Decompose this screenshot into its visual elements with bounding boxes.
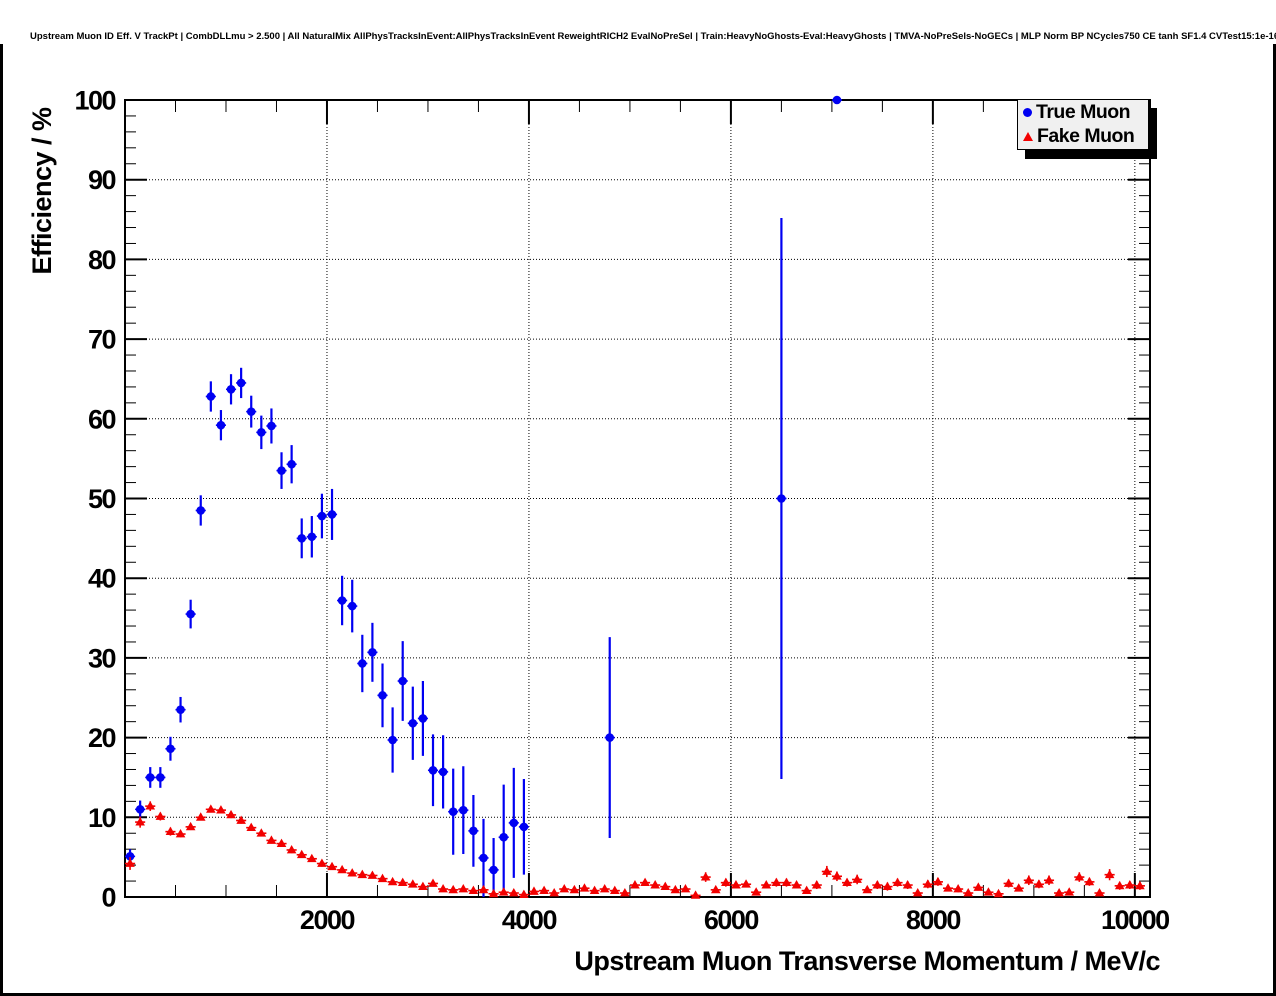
y-axis-title: Efficiency / % xyxy=(27,107,57,275)
svg-text:90: 90 xyxy=(88,165,116,195)
svg-text:60: 60 xyxy=(88,404,116,434)
svg-text:0: 0 xyxy=(101,883,115,913)
svg-text:50: 50 xyxy=(88,484,116,514)
chart-title: Upstream Muon ID Eff. V TrackPt | CombDL… xyxy=(30,31,1276,42)
fake-muon-marker-icon xyxy=(1023,131,1033,141)
legend-item-fake-muon: Fake Muon xyxy=(1018,125,1148,147)
svg-text:2000: 2000 xyxy=(300,905,355,935)
series-true-muon xyxy=(125,95,842,897)
svg-text:4000: 4000 xyxy=(502,905,557,935)
svg-text:20: 20 xyxy=(88,723,116,753)
svg-text:80: 80 xyxy=(88,245,116,275)
svg-text:6000: 6000 xyxy=(704,905,759,935)
legend-label-true-muon: True Muon xyxy=(1036,100,1131,123)
gridlines xyxy=(125,100,1150,897)
legend-item-true-muon: True Muon xyxy=(1018,102,1148,124)
x-tick-labels: 2000 4000 6000 8000 10000 xyxy=(300,905,1171,935)
true-muon-marker-icon xyxy=(1023,108,1032,118)
svg-text:70: 70 xyxy=(88,325,116,355)
legend-label-fake-muon: Fake Muon xyxy=(1037,124,1135,147)
svg-text:10: 10 xyxy=(88,803,116,833)
svg-text:40: 40 xyxy=(88,564,116,594)
svg-text:30: 30 xyxy=(88,643,116,673)
legend: True Muon Fake Muon xyxy=(1017,99,1149,150)
x-axis-title: Upstream Muon Transverse Momentum / MeV/… xyxy=(574,946,1160,976)
svg-text:10000: 10000 xyxy=(1101,905,1169,935)
svg-text:8000: 8000 xyxy=(906,905,961,935)
plot-frame xyxy=(124,99,1151,898)
series-fake-muon xyxy=(125,801,1145,899)
y-tick-labels: 0 10 20 30 40 50 60 70 80 90 100 xyxy=(74,86,117,913)
data-series xyxy=(125,95,1145,899)
svg-text:100: 100 xyxy=(74,86,115,116)
